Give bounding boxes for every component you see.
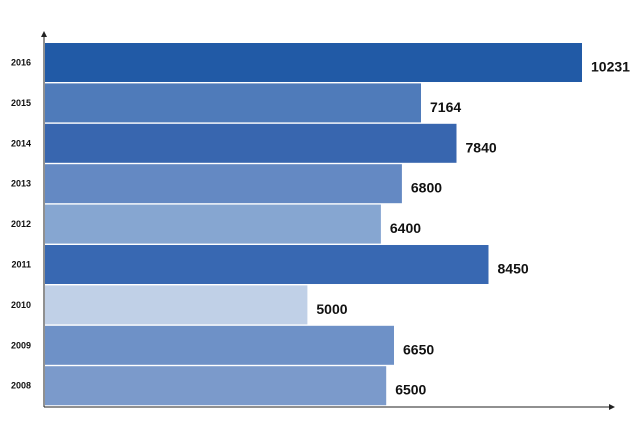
y-tick-label-2008: 2008	[11, 381, 31, 391]
bar-2011	[45, 245, 489, 284]
data-label-2010: 5000	[316, 301, 347, 317]
y-tick-label-2013: 2013	[11, 179, 31, 189]
data-label-2014: 7840	[466, 139, 497, 155]
x-axis-arrow	[609, 404, 615, 410]
y-tick-label-2015: 2015	[11, 98, 31, 108]
y-tick-label-2012: 2012	[11, 219, 31, 229]
bar-2010	[45, 285, 308, 325]
data-label-2008: 6500	[395, 382, 426, 398]
y-tick-label-2011: 2011	[11, 260, 31, 270]
data-label-2011: 8450	[498, 261, 529, 277]
bar-2009	[45, 325, 394, 365]
bar-2013	[45, 164, 402, 204]
data-label-2009: 6650	[403, 341, 434, 357]
data-label-2012: 6400	[390, 220, 421, 236]
bar-2008	[45, 366, 387, 406]
y-tick-label-2016: 2016	[11, 58, 31, 68]
bars-layer	[45, 43, 582, 406]
data-label-2015: 7164	[430, 99, 461, 115]
y-tick-label-2010: 2010	[11, 300, 31, 310]
data-label-2016: 10231	[591, 59, 630, 75]
bar-2016	[45, 43, 582, 82]
data-label-2013: 6800	[411, 180, 442, 196]
y-tick-label-2009: 2009	[11, 340, 31, 350]
bar-2012	[45, 204, 381, 244]
y-axis-arrow	[41, 31, 47, 37]
y-tick-label-2014: 2014	[11, 138, 31, 148]
bar-2014	[45, 123, 457, 163]
axes-layer	[41, 31, 615, 410]
bar-2015	[45, 83, 421, 123]
labels-layer: 2016 10231 2015 7164 2014 7840 2013 6800 2012 640…	[11, 58, 630, 398]
